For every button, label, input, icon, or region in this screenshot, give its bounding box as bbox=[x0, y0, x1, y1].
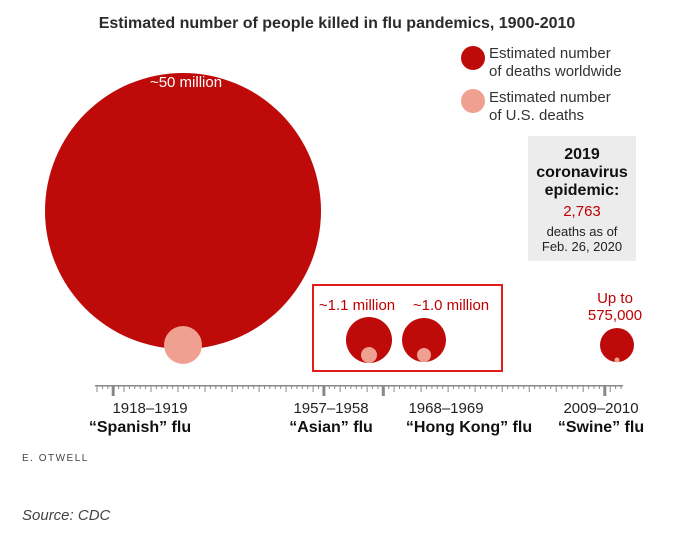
name-swine: “Swine” flu bbox=[558, 419, 644, 436]
callout-line1: 2019 bbox=[564, 146, 600, 163]
legend-us-line1: Estimated number bbox=[489, 89, 611, 106]
bubbles bbox=[45, 73, 634, 364]
highlight-box bbox=[312, 284, 503, 372]
chart-title: Estimated number of people killed in flu… bbox=[99, 15, 576, 32]
label-swine-line1: Up to bbox=[597, 290, 633, 307]
bubble-asian-us bbox=[361, 347, 377, 363]
name-spanish: “Spanish” flu bbox=[89, 419, 191, 436]
legend-worldwide-line1: Estimated number bbox=[489, 45, 611, 62]
credit: E. OTWELL bbox=[22, 453, 89, 464]
year-swine: 2009–2010 bbox=[563, 400, 638, 417]
label-swine-line2: 575,000 bbox=[588, 307, 642, 324]
axis-baseline bbox=[95, 385, 623, 387]
bubble-spanish-us bbox=[164, 326, 202, 364]
legend: Estimated number of deaths worldwide Est… bbox=[461, 45, 622, 124]
bubble-swine-worldwide bbox=[600, 328, 634, 362]
callout-background bbox=[528, 136, 636, 261]
callout-sub1: deaths as of bbox=[547, 224, 618, 239]
label-spanish: ~50 million bbox=[150, 74, 222, 91]
legend-us-line2: of U.S. deaths bbox=[489, 107, 584, 124]
label-hongkong: ~1.0 million bbox=[413, 297, 489, 314]
name-hongkong: “Hong Kong” flu bbox=[406, 419, 532, 436]
bubble-swine-us bbox=[614, 357, 620, 363]
axis-ticks bbox=[96, 385, 622, 396]
bubble-asian-worldwide bbox=[346, 317, 392, 363]
year-hongkong: 1968–1969 bbox=[408, 400, 483, 417]
callout-sub2: Feb. 26, 2020 bbox=[542, 239, 622, 254]
year-spanish: 1918–1919 bbox=[112, 400, 187, 417]
year-asian: 1957–1958 bbox=[293, 400, 368, 417]
bubble-hongkong-worldwide bbox=[402, 318, 446, 362]
timeline-axis bbox=[95, 385, 623, 396]
legend-worldwide-line2: of deaths worldwide bbox=[489, 63, 622, 80]
coronavirus-callout: 2019 coronavirus epidemic: 2,763 deaths … bbox=[528, 136, 636, 261]
callout-line3: epidemic: bbox=[545, 182, 620, 199]
legend-swatch-worldwide bbox=[461, 46, 485, 70]
legend-swatch-us bbox=[461, 89, 485, 113]
bubble-spanish-worldwide bbox=[45, 73, 321, 349]
bubble-hongkong-us bbox=[417, 348, 431, 362]
name-asian: “Asian” flu bbox=[289, 419, 373, 436]
callout-line2: coronavirus bbox=[536, 164, 628, 181]
callout-number: 2,763 bbox=[563, 203, 601, 220]
source: Source: CDC bbox=[22, 507, 111, 524]
label-asian: ~1.1 million bbox=[319, 297, 395, 314]
